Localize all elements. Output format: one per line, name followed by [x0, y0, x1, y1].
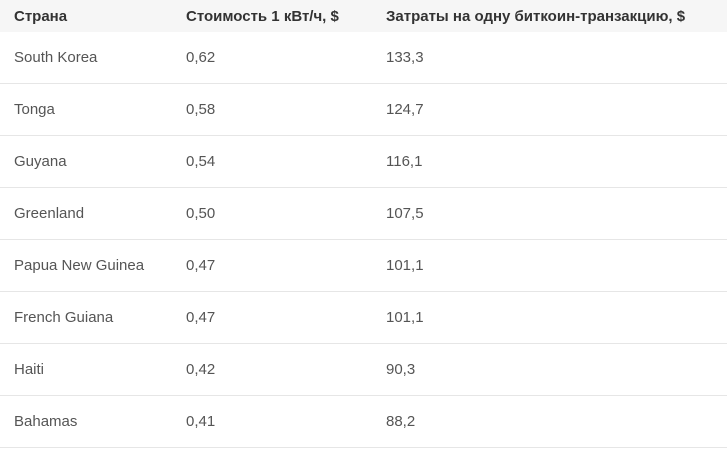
header-country: Страна [0, 0, 172, 32]
cell-country: Tonga [0, 83, 172, 136]
cell-transaction-cost: 116,1 [372, 135, 727, 188]
header-row: Страна Стоимость 1 кВт/ч, $ Затраты на о… [0, 0, 727, 32]
cell-country: South Korea [0, 32, 172, 84]
cell-kwh-cost: 0,41 [172, 395, 372, 448]
table-row: South Korea 0,62 133,3 [0, 32, 727, 84]
table-row: Haiti 0,42 90,3 [0, 343, 727, 396]
table-row: Greenland 0,50 107,5 [0, 187, 727, 240]
cell-country: Haiti [0, 343, 172, 396]
cell-transaction-cost: 101,1 [372, 239, 727, 292]
header-transaction-cost: Затраты на одну биткоин-транзакцию, $ [372, 0, 727, 32]
cell-transaction-cost: 133,3 [372, 32, 727, 84]
table-row: Tonga 0,58 124,7 [0, 83, 727, 136]
cell-country: Guyana [0, 135, 172, 188]
cell-transaction-cost: 101,1 [372, 291, 727, 344]
table-row: Papua New Guinea 0,47 101,1 [0, 239, 727, 292]
cell-kwh-cost: 0,54 [172, 135, 372, 188]
cell-country: Papua New Guinea [0, 239, 172, 292]
cell-country: Greenland [0, 187, 172, 240]
cell-kwh-cost: 0,50 [172, 187, 372, 240]
table-row: Bahamas 0,41 88,2 [0, 395, 727, 448]
cell-country: French Guiana [0, 291, 172, 344]
cell-country: Bahamas [0, 395, 172, 448]
cell-transaction-cost: 90,3 [372, 343, 727, 396]
cell-transaction-cost: 124,7 [372, 83, 727, 136]
cell-kwh-cost: 0,42 [172, 343, 372, 396]
cell-transaction-cost: 88,2 [372, 395, 727, 448]
table-row: French Guiana 0,47 101,1 [0, 291, 727, 344]
cell-kwh-cost: 0,62 [172, 32, 372, 84]
cell-kwh-cost: 0,47 [172, 239, 372, 292]
cell-kwh-cost: 0,58 [172, 83, 372, 136]
cell-transaction-cost: 107,5 [372, 187, 727, 240]
cell-kwh-cost: 0,47 [172, 291, 372, 344]
header-kwh-cost: Стоимость 1 кВт/ч, $ [172, 0, 372, 32]
table-row: Guyana 0,54 116,1 [0, 135, 727, 188]
